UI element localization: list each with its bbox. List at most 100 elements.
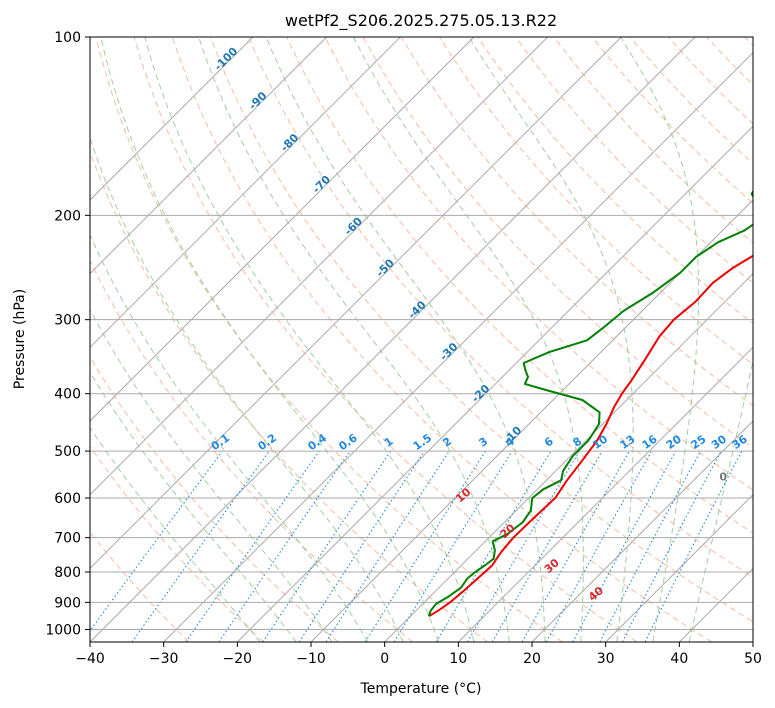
x-tick-label-8: 40 xyxy=(670,651,688,667)
isotherm-line-1 xyxy=(90,37,328,275)
moist-adiabat-line-10 xyxy=(468,37,634,642)
mixing-ratio-label-0: 0.1 xyxy=(209,431,232,453)
dry-adiabat-line-20 xyxy=(668,37,753,125)
isotherm-line-2 xyxy=(90,37,401,349)
isotherm-line-15 xyxy=(752,641,753,642)
y-tick-label-6: 700 xyxy=(54,531,81,547)
plot-frame xyxy=(89,36,754,643)
x-tick-label-0: −40 xyxy=(75,651,105,667)
dry-adiabat-line-8 xyxy=(210,37,753,623)
mixing-ratio-label-11: 10 xyxy=(590,432,610,452)
dry-adiabat-line-9 xyxy=(248,37,753,578)
isotherm-line-9 xyxy=(310,199,753,642)
isotherm-label-6: -40 xyxy=(406,298,429,321)
mixing-ratio-label-4: 1 xyxy=(382,435,396,450)
mixing-ratio-line-2 xyxy=(185,450,320,642)
isotherm-label-1: -90 xyxy=(246,89,269,112)
isotherm-line-14 xyxy=(678,567,753,642)
mixing-ratio-label-15: 25 xyxy=(689,432,709,451)
dry-adiabat-line-18 xyxy=(591,37,753,204)
isotherm-line-5 xyxy=(90,37,622,570)
mixing-ratio-line-13 xyxy=(545,450,653,642)
mixing-ratio-label-7: 3 xyxy=(477,435,491,450)
x-tick-label-9: 50 xyxy=(744,651,762,667)
dry-adiabat-line-13 xyxy=(400,37,753,407)
wetbulb-label-3: 40 xyxy=(586,584,606,604)
mixing-ratio-label-5: 1.5 xyxy=(411,431,434,453)
mixing-ratio-line-4 xyxy=(262,450,392,642)
isotherm-label-3: -70 xyxy=(310,173,333,196)
mixing-ratio-line-3 xyxy=(218,450,351,642)
mixing-ratio-line-1 xyxy=(131,450,270,642)
y-tick-label-2: 300 xyxy=(54,313,81,329)
mixing-ratio-label-14: 20 xyxy=(664,432,684,452)
x-tick-label-5: 10 xyxy=(449,651,467,667)
isotherm-line-12 xyxy=(531,420,753,642)
isotherm-line-3 xyxy=(90,37,475,422)
isotherm-label-2: -80 xyxy=(278,131,301,154)
y-tick-label-4: 500 xyxy=(54,444,81,460)
mixing-ratio-label-9: 6 xyxy=(542,435,556,450)
y-tick-label-5: 600 xyxy=(54,491,81,507)
moist-adiabat-line-2 xyxy=(90,308,333,642)
y-tick-label-7: 800 xyxy=(54,565,81,581)
dry-adiabat-line-22 xyxy=(744,37,753,47)
dry-adiabat-line-7 xyxy=(171,37,712,642)
isotherm-line-7 xyxy=(163,51,753,642)
dry-adiabat-line-6 xyxy=(133,37,638,642)
mixing-ratio-line-5 xyxy=(298,450,425,642)
dry-adiabat-line-15 xyxy=(477,37,753,325)
x-tick-label-6: 20 xyxy=(523,651,541,667)
y-tick-label-1: 200 xyxy=(54,208,81,224)
dry-adiabat-line-12 xyxy=(362,37,753,449)
moist-adiabat-line-12 xyxy=(688,358,753,642)
y-tick-label-3: 400 xyxy=(54,387,81,403)
x-tick-label-4: 0 xyxy=(380,651,389,667)
dry-adiabat-line-21 xyxy=(706,37,753,86)
x-tick-label-7: 30 xyxy=(597,651,615,667)
mixing-ratio-line-7 xyxy=(364,450,486,642)
chart-title: wetPf2_S206.2025.275.05.13.R22 xyxy=(285,11,557,31)
dry-adiabat-line-0 xyxy=(90,531,190,642)
mixing-ratio-label-13: 16 xyxy=(640,432,660,452)
dry-adiabat-line-1 xyxy=(90,445,264,642)
isotherm-line-11 xyxy=(457,346,753,642)
moist-adiabat-line-4 xyxy=(90,136,404,642)
moist-adiabat-lines xyxy=(90,37,753,642)
isotherm-line-0 xyxy=(90,37,254,201)
moist-adiabat-line-3 xyxy=(90,233,369,642)
mixing-ratio-line-17 xyxy=(644,450,743,642)
mixing-ratio-line-12 xyxy=(521,450,630,642)
mixing-ratio-label-17: 36 xyxy=(730,432,750,452)
moist-adiabat-line-7 xyxy=(198,37,510,642)
moist-adiabat-line-1 xyxy=(90,371,297,642)
wetbulb-label-0: 10 xyxy=(453,485,473,505)
dry-adiabat-line-4 xyxy=(90,150,488,642)
dry-adiabat-line-16 xyxy=(515,37,753,284)
moist-adiabat-line-5 xyxy=(100,37,439,642)
y-axis-ticks: 100 200 300 400 500 600 700 800 900 1000 xyxy=(45,30,90,638)
isotherm-label-4: -60 xyxy=(342,214,365,237)
dewpoint-line xyxy=(427,189,753,617)
mixing-ratio-line-6 xyxy=(325,450,450,642)
mixing-ratio-line-14 xyxy=(572,450,677,642)
x-tick-label-3: −10 xyxy=(296,651,326,667)
mixing-ratio-lines xyxy=(90,450,743,642)
isotherm-line-10 xyxy=(384,272,753,642)
mixing-ratio-label-16: 30 xyxy=(709,432,729,452)
y-axis-label: Pressure (hPa) xyxy=(12,289,28,389)
wetbulb-label-2: 30 xyxy=(542,556,562,576)
dry-adiabat-line-11 xyxy=(324,37,753,491)
isotherm-line-6 xyxy=(90,37,696,642)
mixing-ratio-line-8 xyxy=(393,450,513,642)
dry-adiabat-lines xyxy=(90,37,753,642)
dry-adiabat-line-19 xyxy=(629,37,753,165)
x-axis-label: Temperature (°C) xyxy=(360,681,482,697)
x-axis-ticks: −40 −30 −20 −10 0 10 20 30 40 50 xyxy=(75,642,762,667)
isotherm-lines xyxy=(90,37,753,642)
mixing-ratio-line-15 xyxy=(599,450,701,642)
mixing-ratio-label-12: 13 xyxy=(617,433,637,452)
y-tick-label-9: 1000 xyxy=(45,622,81,638)
pressure-gridlines xyxy=(90,37,753,630)
isotherm-line-4 xyxy=(90,37,549,496)
